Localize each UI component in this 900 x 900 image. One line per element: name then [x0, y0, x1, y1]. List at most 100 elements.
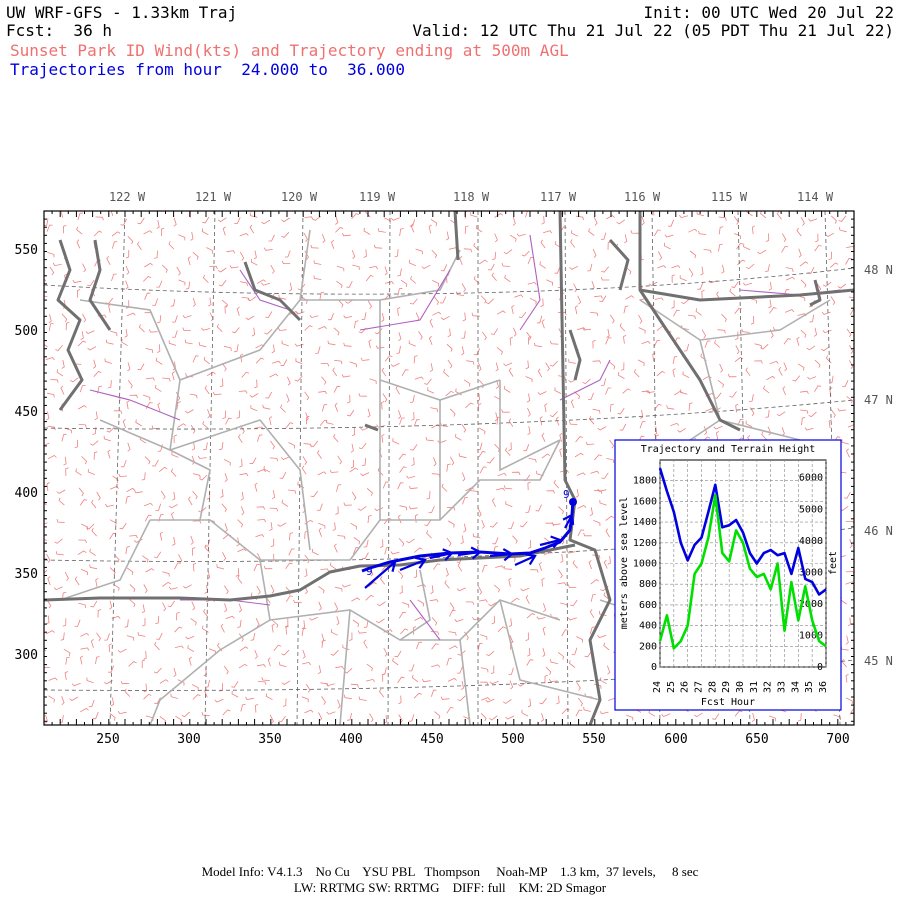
wind-barb — [570, 599, 578, 607]
wind-barb — [161, 227, 165, 237]
wind-barb — [80, 632, 90, 637]
wind-barb — [845, 257, 853, 265]
wind-barb — [91, 499, 97, 509]
wind-barb — [261, 219, 271, 225]
wind-barb — [351, 427, 356, 437]
wind-barb — [599, 710, 609, 715]
wind-barb — [494, 233, 498, 243]
wind-barb — [199, 474, 208, 481]
wind-barb — [411, 411, 415, 421]
wind-barb — [525, 505, 531, 513]
inset-x-tick-label: 36 — [818, 681, 829, 693]
wind-barb — [143, 230, 153, 235]
wind-barb — [768, 299, 772, 309]
wind-barb — [271, 490, 276, 500]
wind-barb — [463, 248, 473, 253]
wind-barb — [575, 709, 583, 717]
wind-barb — [114, 554, 120, 563]
wind-barb — [624, 234, 628, 244]
wind-barb — [119, 522, 127, 530]
wind-barb — [846, 396, 853, 404]
wind-barb — [63, 456, 67, 466]
wind-barb — [240, 425, 245, 434]
wind-barb — [79, 499, 88, 506]
wind-barb — [541, 453, 551, 459]
wind-barb — [318, 390, 327, 395]
wind-barb — [245, 696, 254, 700]
wind-barb — [617, 407, 625, 415]
wind-barb — [480, 295, 487, 304]
wind-barb — [49, 266, 55, 276]
wind-barb — [302, 661, 311, 666]
wind-barb — [285, 422, 294, 429]
wind-barb — [536, 470, 544, 477]
wind-barb — [284, 250, 291, 258]
wind-barb — [672, 356, 678, 364]
wind-barb — [554, 387, 562, 394]
y-tick-label: 400 — [15, 486, 38, 501]
wind-barb — [687, 314, 696, 320]
wind-barb — [561, 629, 569, 637]
wind-barb — [765, 233, 770, 242]
wind-barb — [58, 497, 65, 506]
wind-barb — [373, 244, 383, 249]
wind-barb — [381, 367, 387, 377]
wind-barb — [381, 433, 385, 443]
wind-barb — [321, 639, 326, 648]
wind-barb — [127, 236, 134, 245]
wind-barb — [461, 346, 465, 356]
wind-barb — [514, 294, 524, 298]
wind-barb — [60, 632, 65, 641]
wind-barb — [143, 276, 152, 282]
wind-barb — [156, 632, 163, 640]
wind-barb — [457, 695, 466, 702]
wind-barb — [683, 343, 690, 352]
wind-barb — [270, 440, 275, 450]
wind-barb — [77, 340, 87, 347]
wind-barb — [478, 451, 486, 458]
wind-barb — [301, 628, 307, 636]
wind-barb — [376, 424, 386, 428]
wind-barb — [540, 239, 546, 249]
wind-barb — [369, 713, 374, 723]
trajectory-arrow-head — [470, 546, 482, 560]
wind-barb — [192, 355, 199, 363]
wind-barb — [846, 448, 850, 458]
wind-barb — [606, 458, 615, 463]
wind-barb — [516, 233, 526, 237]
wind-barb — [677, 427, 687, 433]
wind-barb — [589, 626, 596, 635]
wind-barb — [155, 503, 162, 512]
wind-barb — [239, 458, 243, 468]
wind-barb — [828, 419, 832, 429]
wind-barb — [512, 216, 516, 226]
wind-barb — [44, 343, 48, 348]
x-tick-label: 400 — [339, 732, 362, 747]
wind-barb — [288, 548, 295, 556]
wind-barb — [572, 560, 578, 569]
wind-barb — [446, 463, 451, 472]
wind-barb — [508, 521, 515, 529]
wind-barb — [46, 615, 50, 625]
wind-barb — [800, 217, 805, 226]
wind-barb — [111, 273, 117, 282]
wind-barb — [183, 584, 192, 589]
wind-barb — [80, 707, 89, 713]
wind-barb — [351, 213, 360, 220]
wind-barb — [541, 215, 545, 225]
inset-right-tick-label: 4000 — [799, 536, 823, 547]
wind-barb — [369, 567, 374, 577]
wind-barb — [509, 336, 513, 346]
wind-barb — [178, 279, 186, 286]
wind-barb — [559, 432, 563, 443]
wind-barb — [56, 489, 66, 494]
inset-series-line-0 — [658, 467, 827, 596]
wind-barb — [353, 537, 361, 545]
wind-barb — [159, 716, 166, 724]
wind-barb — [440, 315, 450, 321]
wind-barb — [318, 601, 322, 611]
wind-barb — [679, 275, 687, 282]
wind-barb — [601, 472, 609, 480]
wind-barb — [110, 211, 114, 217]
wind-barb — [670, 422, 680, 427]
